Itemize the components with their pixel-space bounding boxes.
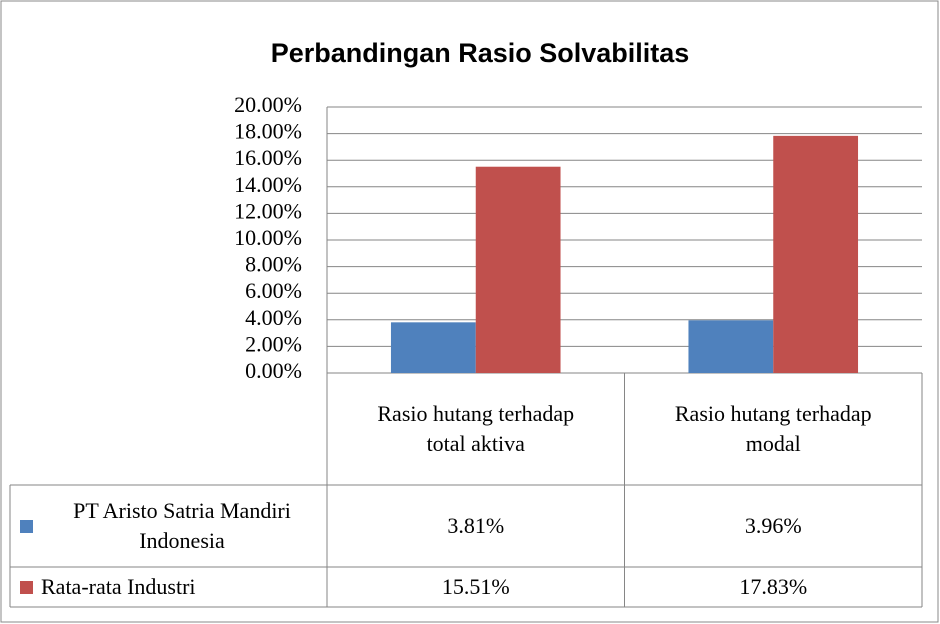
data-label: 15.51% bbox=[441, 574, 510, 599]
bar bbox=[475, 166, 561, 373]
bar bbox=[688, 320, 774, 373]
y-tick-label: 8.00% bbox=[245, 252, 302, 277]
y-tick-label: 10.00% bbox=[234, 225, 302, 250]
y-tick-label: 0.00% bbox=[245, 358, 302, 383]
legend-swatch bbox=[20, 580, 33, 594]
x-tick-label: Rasio hutang terhadap modal bbox=[674, 401, 872, 456]
y-tick-label: 12.00% bbox=[234, 198, 302, 223]
legend-entry: PT Aristo Satria Mandiri Indonesia bbox=[10, 485, 327, 567]
legend-label: PT Aristo Satria Mandiri Indonesia bbox=[73, 498, 291, 553]
chart-title: Perbandingan Rasio Solvabilitas bbox=[271, 38, 690, 68]
y-tick-label: 2.00% bbox=[245, 331, 302, 356]
legend-swatch bbox=[20, 519, 33, 533]
data-label: 3.96% bbox=[744, 513, 802, 538]
legend-label: Rata-rata Industri bbox=[41, 574, 196, 599]
x-tick-label: Rasio hutang terhadap total aktiva bbox=[377, 401, 575, 456]
bar bbox=[390, 322, 476, 373]
y-tick-label: 6.00% bbox=[245, 278, 302, 303]
y-tick-label: 14.00% bbox=[234, 172, 302, 197]
bar bbox=[773, 135, 859, 373]
y-tick-label: 16.00% bbox=[234, 145, 302, 170]
data-label: 17.83% bbox=[739, 574, 808, 599]
data-label: 3.81% bbox=[447, 513, 505, 538]
y-tick-label: 20.00% bbox=[234, 92, 302, 117]
y-tick-label: 4.00% bbox=[245, 305, 302, 330]
legend-entry: Rata-rata Industri bbox=[10, 567, 327, 607]
y-tick-label: 18.00% bbox=[234, 119, 302, 144]
